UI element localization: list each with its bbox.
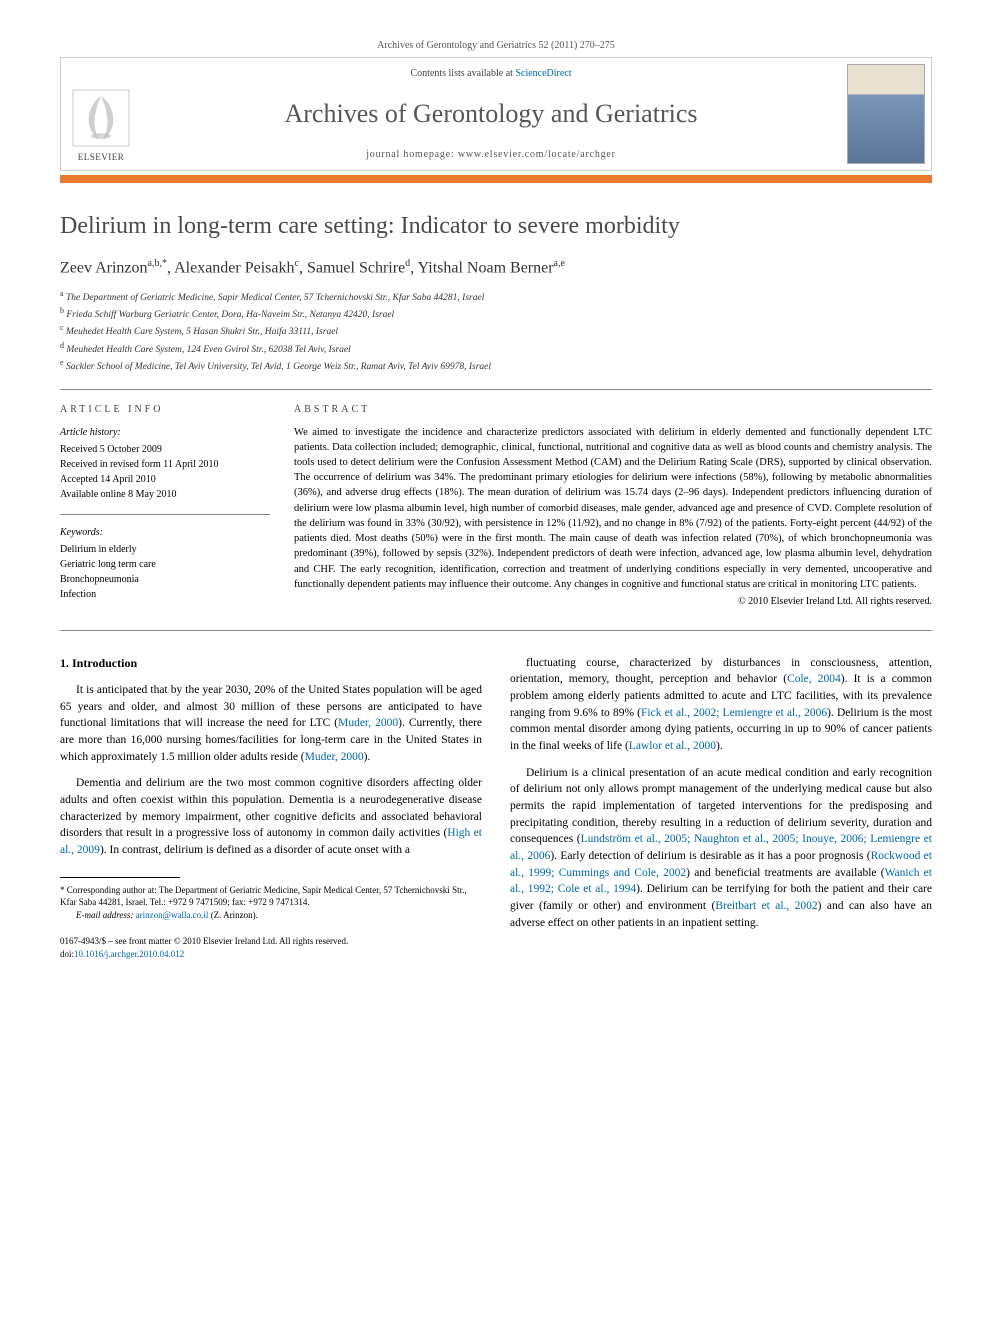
keyword: Delirium in elderly (60, 542, 270, 557)
citation[interactable]: Cole, 2004 (787, 673, 841, 685)
elsevier-logo (71, 88, 131, 148)
publisher-name: ELSEVIER (78, 152, 125, 162)
sciencedirect-link[interactable]: ScienceDirect (515, 68, 571, 79)
accent-bar (60, 175, 932, 183)
citation[interactable]: Breitbart et al., 2002 (715, 900, 817, 912)
keyword: Infection (60, 587, 270, 602)
homepage-url: www.elsevier.com/locate/archger (458, 149, 616, 160)
article-info: ARTICLE INFO Article history: Received 5… (60, 404, 270, 614)
body-col-right: fluctuating course, characterized by dis… (510, 655, 932, 961)
email-link[interactable]: arinzon@walla.co.il (136, 910, 209, 920)
corresponding-email: E-mail address: arinzon@walla.co.il (Z. … (60, 909, 482, 922)
keyword: Geriatric long term care (60, 557, 270, 572)
article-info-head: ARTICLE INFO (60, 404, 270, 415)
body-paragraph: fluctuating course, characterized by dis… (510, 655, 932, 755)
section-1-head: 1. Introduction (60, 655, 482, 672)
journal-title: Archives of Gerontology and Geriatrics (149, 99, 833, 129)
abstract-text: We aimed to investigate the incidence an… (294, 425, 932, 592)
contents-prefix: Contents lists available at (410, 68, 515, 79)
publisher-block: ELSEVIER (61, 58, 141, 170)
email-suffix: (Z. Arinzon). (208, 910, 258, 920)
abstract-head: ABSTRACT (294, 404, 932, 415)
body-col-left: 1. Introduction It is anticipated that b… (60, 655, 482, 961)
footnote-divider (60, 877, 180, 878)
contents-available: Contents lists available at ScienceDirec… (149, 68, 833, 79)
body-paragraph: It is anticipated that by the year 2030,… (60, 682, 482, 765)
history-line: Received 5 October 2009 (60, 442, 270, 457)
citation[interactable]: Muder, 2000 (338, 717, 398, 729)
citation[interactable]: Fick et al., 2002; Lemiengre et al., 200… (641, 707, 827, 719)
email-label: E-mail address: (76, 910, 136, 920)
running-head: Archives of Gerontology and Geriatrics 5… (60, 40, 932, 51)
history-line: Available online 8 May 2010 (60, 487, 270, 502)
journal-cover-thumbnail (847, 64, 925, 164)
journal-header: ELSEVIER Contents lists available at Sci… (60, 57, 932, 171)
info-divider (60, 514, 270, 515)
article-title: Delirium in long-term care setting: Indi… (60, 211, 932, 242)
author-list: Zeev Arinzona,b,*, Alexander Peisakhc, S… (60, 258, 932, 277)
corresponding-author: * Corresponding author at: The Departmen… (60, 884, 482, 909)
doi-prefix: doi: (60, 949, 74, 959)
issn-line: 0167-4943/$ – see front matter © 2010 El… (60, 935, 482, 948)
keywords-label: Keywords: (60, 525, 270, 540)
citation[interactable]: Lawlor et al., 2000 (629, 740, 716, 752)
history-line: Received in revised form 11 April 2010 (60, 457, 270, 472)
history-label: Article history: (60, 425, 270, 440)
abstract: ABSTRACT We aimed to investigate the inc… (294, 404, 932, 614)
homepage-prefix: journal homepage: (366, 149, 458, 160)
body-paragraph: Dementia and delirium are the two most c… (60, 775, 482, 858)
abstract-copyright: © 2010 Elsevier Ireland Ltd. All rights … (294, 596, 932, 607)
front-matter: 0167-4943/$ – see front matter © 2010 El… (60, 935, 482, 960)
divider-bottom (60, 630, 932, 631)
body-paragraph: Delirium is a clinical presentation of a… (510, 765, 932, 932)
citation[interactable]: Muder, 2000 (305, 751, 364, 763)
affiliations: a The Department of Geriatric Medicine, … (60, 288, 932, 375)
citation[interactable]: Rockwood et al., 1999; Cummings and Cole… (510, 850, 932, 879)
citation[interactable]: Lundström et al., 2005; Naughton et al.,… (510, 833, 932, 862)
citation[interactable]: High et al., 2009 (60, 827, 482, 856)
journal-homepage: journal homepage: www.elsevier.com/locat… (149, 149, 833, 160)
doi-link[interactable]: 10.1016/j.archger.2010.04.012 (74, 949, 184, 959)
history-line: Accepted 14 April 2010 (60, 472, 270, 487)
keyword: Bronchopneumonia (60, 572, 270, 587)
